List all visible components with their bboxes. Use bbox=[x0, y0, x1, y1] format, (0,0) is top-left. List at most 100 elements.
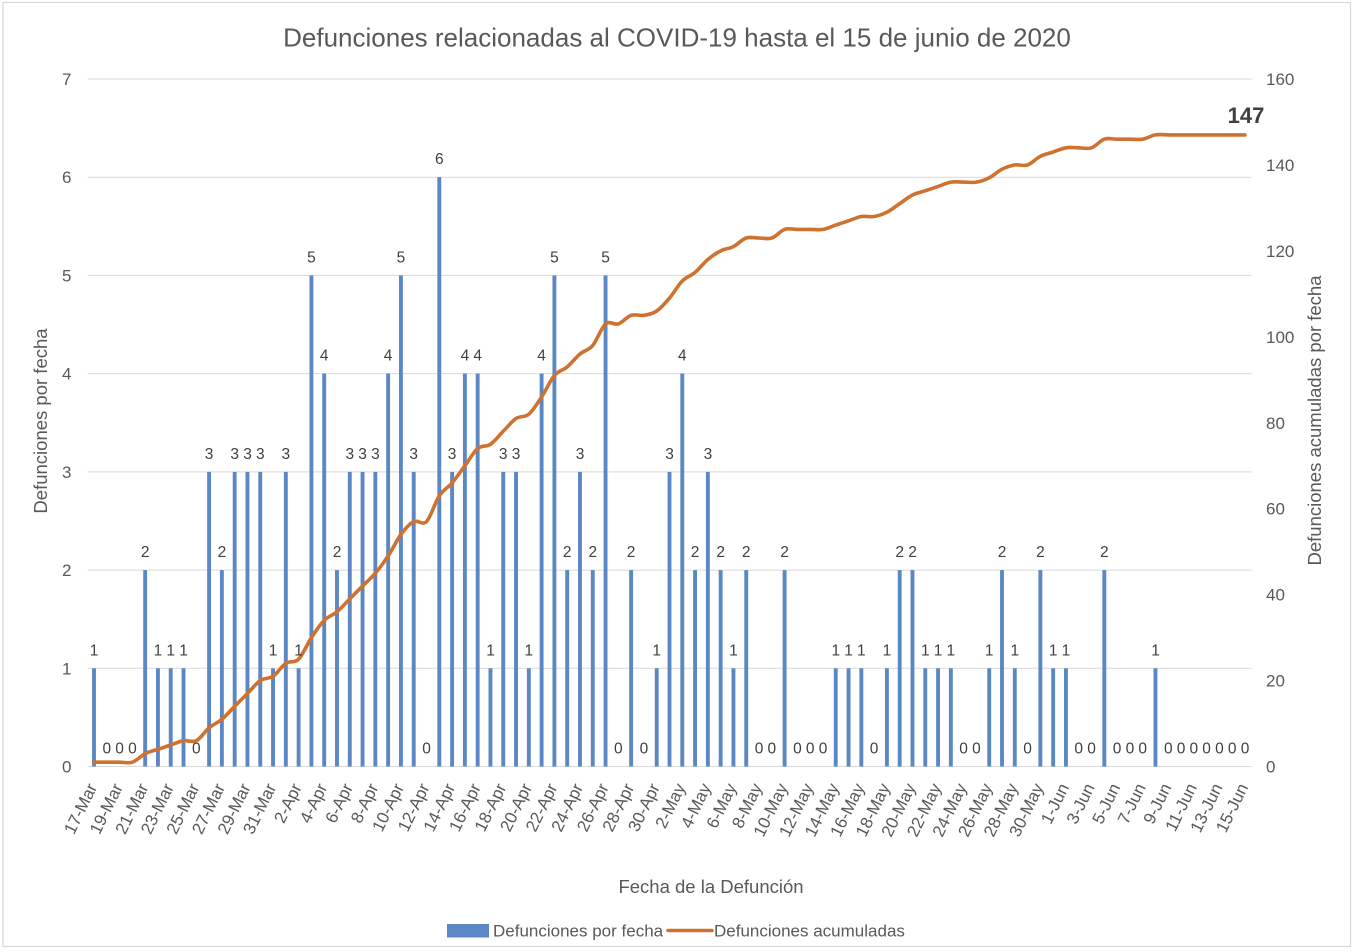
svg-text:0: 0 bbox=[1164, 741, 1173, 758]
svg-text:2: 2 bbox=[1036, 544, 1045, 561]
svg-text:3: 3 bbox=[704, 446, 713, 463]
svg-text:3: 3 bbox=[281, 446, 290, 463]
svg-text:2: 2 bbox=[333, 544, 342, 561]
svg-text:3: 3 bbox=[409, 446, 418, 463]
svg-text:4: 4 bbox=[320, 348, 329, 365]
svg-text:Defunciones por fecha: Defunciones por fecha bbox=[493, 922, 664, 941]
svg-text:3: 3 bbox=[358, 446, 367, 463]
svg-text:0: 0 bbox=[767, 741, 776, 758]
svg-text:0: 0 bbox=[755, 741, 764, 758]
svg-text:Defunciones acumuladas por fec: Defunciones acumuladas por fecha bbox=[1304, 275, 1325, 566]
svg-text:3: 3 bbox=[512, 446, 521, 463]
svg-text:0: 0 bbox=[1023, 741, 1032, 758]
svg-text:4: 4 bbox=[62, 365, 71, 384]
svg-text:4: 4 bbox=[461, 348, 470, 365]
svg-text:1: 1 bbox=[1062, 642, 1071, 659]
svg-text:0: 0 bbox=[1266, 758, 1275, 777]
svg-text:5: 5 bbox=[307, 249, 316, 266]
svg-text:Defunciones acumuladas: Defunciones acumuladas bbox=[714, 922, 905, 941]
svg-text:0: 0 bbox=[959, 741, 968, 758]
svg-text:3: 3 bbox=[243, 446, 252, 463]
svg-text:1: 1 bbox=[946, 642, 955, 659]
svg-text:6: 6 bbox=[435, 151, 444, 168]
svg-text:40: 40 bbox=[1266, 586, 1285, 605]
svg-text:2: 2 bbox=[895, 544, 904, 561]
svg-text:1: 1 bbox=[154, 642, 163, 659]
svg-text:3: 3 bbox=[576, 446, 585, 463]
svg-text:2: 2 bbox=[1100, 544, 1109, 561]
svg-text:80: 80 bbox=[1266, 414, 1285, 433]
svg-text:1: 1 bbox=[985, 642, 994, 659]
svg-text:0: 0 bbox=[614, 741, 623, 758]
svg-text:1: 1 bbox=[921, 642, 930, 659]
svg-text:1: 1 bbox=[729, 642, 738, 659]
svg-text:0: 0 bbox=[972, 741, 981, 758]
svg-text:0: 0 bbox=[806, 741, 815, 758]
svg-text:1: 1 bbox=[831, 642, 840, 659]
svg-text:0: 0 bbox=[128, 741, 137, 758]
svg-text:1: 1 bbox=[294, 642, 303, 659]
svg-text:1: 1 bbox=[1049, 642, 1058, 659]
svg-text:0: 0 bbox=[1202, 741, 1211, 758]
svg-text:5: 5 bbox=[397, 249, 406, 266]
svg-text:3: 3 bbox=[499, 446, 508, 463]
svg-text:160: 160 bbox=[1266, 70, 1294, 89]
svg-text:2: 2 bbox=[588, 544, 597, 561]
svg-text:0: 0 bbox=[1189, 741, 1198, 758]
svg-text:0: 0 bbox=[102, 741, 111, 758]
svg-text:1: 1 bbox=[1151, 642, 1160, 659]
svg-text:0: 0 bbox=[793, 741, 802, 758]
svg-text:0: 0 bbox=[422, 741, 431, 758]
svg-text:0: 0 bbox=[192, 741, 201, 758]
svg-text:0: 0 bbox=[1126, 741, 1135, 758]
svg-text:1: 1 bbox=[90, 642, 99, 659]
svg-text:3: 3 bbox=[205, 446, 214, 463]
svg-text:2: 2 bbox=[627, 544, 636, 561]
svg-text:1: 1 bbox=[883, 642, 892, 659]
svg-text:3: 3 bbox=[665, 446, 674, 463]
svg-text:0: 0 bbox=[1241, 741, 1250, 758]
svg-text:0: 0 bbox=[870, 741, 879, 758]
svg-text:2: 2 bbox=[141, 544, 150, 561]
svg-text:0: 0 bbox=[1215, 741, 1224, 758]
svg-text:100: 100 bbox=[1266, 328, 1294, 347]
svg-text:140: 140 bbox=[1266, 156, 1294, 175]
svg-text:1: 1 bbox=[179, 642, 188, 659]
svg-text:Defunciones por fecha: Defunciones por fecha bbox=[30, 328, 51, 514]
svg-text:2: 2 bbox=[563, 544, 572, 561]
svg-text:0: 0 bbox=[1074, 741, 1083, 758]
svg-text:147: 147 bbox=[1228, 103, 1265, 128]
svg-text:1: 1 bbox=[934, 642, 943, 659]
svg-text:3: 3 bbox=[256, 446, 265, 463]
svg-text:0: 0 bbox=[62, 758, 71, 777]
svg-text:0: 0 bbox=[1087, 741, 1096, 758]
svg-text:2: 2 bbox=[62, 561, 71, 580]
svg-text:0: 0 bbox=[819, 741, 828, 758]
svg-text:2: 2 bbox=[742, 544, 751, 561]
svg-text:1: 1 bbox=[486, 642, 495, 659]
svg-text:3: 3 bbox=[371, 446, 380, 463]
svg-text:5: 5 bbox=[62, 266, 71, 285]
svg-text:7: 7 bbox=[62, 70, 71, 89]
svg-text:2: 2 bbox=[716, 544, 725, 561]
svg-text:4: 4 bbox=[384, 348, 393, 365]
svg-text:4: 4 bbox=[473, 348, 482, 365]
svg-text:120: 120 bbox=[1266, 242, 1294, 261]
svg-text:2: 2 bbox=[998, 544, 1007, 561]
svg-text:1: 1 bbox=[269, 642, 278, 659]
svg-text:2: 2 bbox=[691, 544, 700, 561]
svg-text:Fecha de la Defunción: Fecha de la Defunción bbox=[618, 876, 803, 897]
svg-text:1: 1 bbox=[166, 642, 175, 659]
svg-text:2: 2 bbox=[218, 544, 227, 561]
svg-text:3: 3 bbox=[230, 446, 239, 463]
svg-text:1: 1 bbox=[1010, 642, 1019, 659]
svg-text:1: 1 bbox=[652, 642, 661, 659]
svg-text:20: 20 bbox=[1266, 672, 1285, 691]
svg-text:3: 3 bbox=[345, 446, 354, 463]
svg-text:4: 4 bbox=[537, 348, 546, 365]
svg-text:5: 5 bbox=[550, 249, 559, 266]
svg-text:3: 3 bbox=[62, 463, 71, 482]
svg-text:1: 1 bbox=[844, 642, 853, 659]
svg-text:6: 6 bbox=[62, 168, 71, 187]
svg-text:Defunciones relacionadas al CO: Defunciones relacionadas al COVID-19 has… bbox=[283, 23, 1071, 53]
